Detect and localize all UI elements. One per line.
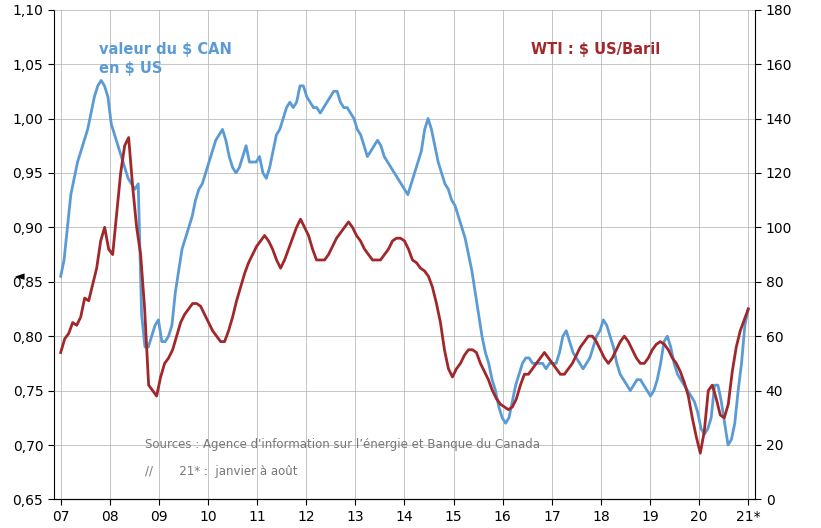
Text: valeur du $ CAN
en $ US: valeur du $ CAN en $ US xyxy=(99,42,232,77)
Text: ◄: ◄ xyxy=(15,270,25,283)
Text: //       21* :  janvier à août: // 21* : janvier à août xyxy=(144,465,297,478)
Text: WTI : $ US/Baril: WTI : $ US/Baril xyxy=(530,42,660,56)
Text: Sources : Agence d'information sur l’énergie et Banque du Canada: Sources : Agence d'information sur l’éne… xyxy=(144,438,540,451)
